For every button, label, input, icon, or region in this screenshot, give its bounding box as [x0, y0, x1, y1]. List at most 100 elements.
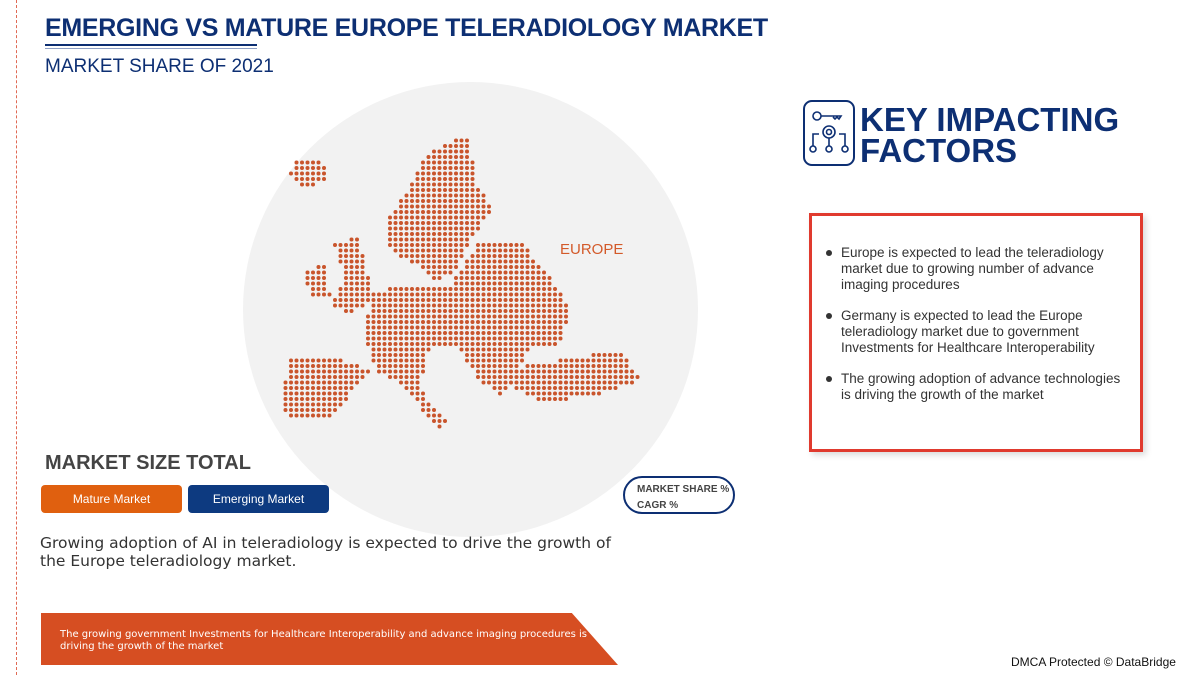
map-dot [377, 342, 381, 346]
map-dot [404, 215, 409, 220]
map-dot [448, 171, 453, 176]
map-dot [509, 259, 513, 264]
map-dot [415, 353, 420, 357]
map-dot [349, 287, 354, 291]
map-dot [432, 221, 436, 225]
map-dot [437, 232, 442, 236]
map-dot [382, 309, 387, 313]
map-dot [349, 237, 354, 242]
map-dot [437, 413, 442, 418]
map-dot [454, 292, 458, 297]
map-dot [344, 292, 348, 297]
map-dot [520, 254, 524, 258]
map-dot [465, 320, 469, 324]
map-dot [476, 204, 480, 209]
map-dot [514, 364, 519, 368]
emerging-market-button[interactable]: Emerging Market [188, 485, 329, 513]
map-dot [432, 336, 436, 341]
map-dot [492, 336, 497, 341]
page-title: EMERGING VS MATURE EUROPE TELERADIOLOGY … [45, 14, 768, 42]
map-dot [448, 270, 453, 275]
map-dot [360, 292, 365, 297]
mature-market-button[interactable]: Mature Market [41, 485, 182, 513]
map-dot [338, 391, 343, 396]
map-dot [399, 215, 403, 220]
map-dot [421, 331, 425, 335]
map-dot [426, 232, 431, 236]
map-dot [481, 276, 486, 280]
map-dot [333, 386, 337, 390]
map-dot [322, 397, 326, 401]
map-dot [443, 237, 447, 242]
map-dot [443, 342, 447, 346]
map-dot [399, 298, 403, 302]
map-dot [344, 287, 348, 291]
map-dot [421, 369, 425, 374]
map-dot [503, 358, 508, 363]
map-dot [322, 177, 326, 181]
map-dot [355, 259, 359, 264]
map-dot [536, 314, 541, 319]
map-dot [481, 298, 486, 302]
map-dot [476, 193, 480, 198]
map-dot [448, 309, 453, 313]
map-dot [393, 347, 398, 352]
map-dot [443, 320, 447, 324]
map-dot [421, 160, 425, 165]
map-dot [377, 353, 381, 357]
map-dot [426, 287, 431, 291]
map-dot [487, 320, 491, 324]
map-dot [437, 243, 442, 247]
map-dot [503, 380, 508, 385]
map-dot [459, 210, 464, 214]
map-dot [487, 270, 491, 275]
map-dot [305, 171, 310, 176]
map-dot [487, 281, 491, 286]
map-dot [393, 210, 398, 214]
map-dot [327, 391, 332, 396]
map-dot [459, 204, 464, 209]
map-dot [437, 149, 442, 154]
map-dot [520, 259, 524, 264]
map-dot [520, 309, 524, 313]
map-dot [426, 199, 431, 203]
map-dot [509, 265, 513, 269]
map-dot [404, 193, 409, 198]
map-dot [289, 364, 293, 368]
map-dot [547, 303, 552, 308]
map-dot [487, 287, 491, 291]
map-dot [316, 391, 321, 396]
map-dot [459, 276, 464, 280]
map-dot [344, 364, 348, 368]
map-dot [547, 397, 552, 401]
map-dot [454, 182, 458, 187]
map-dot [619, 380, 623, 385]
map-dot [459, 237, 464, 242]
map-dot [349, 281, 354, 286]
map-dot [553, 364, 557, 368]
map-dot [382, 331, 387, 335]
map-dot [454, 171, 458, 176]
map-dot [432, 160, 436, 165]
map-dot [509, 358, 513, 363]
map-dot [448, 188, 453, 192]
map-dot [410, 309, 414, 313]
map-dot [454, 232, 458, 236]
map-dot [481, 193, 486, 198]
map-dot [349, 375, 354, 379]
map-dot [459, 232, 464, 236]
map-dot [404, 375, 409, 379]
map-dot [575, 364, 579, 368]
map-dot [481, 265, 486, 269]
map-dot [393, 342, 398, 346]
map-dot [564, 314, 568, 319]
map-dot [415, 221, 420, 225]
map-dot [602, 353, 607, 357]
map-dot [305, 413, 310, 418]
map-dot [415, 259, 420, 264]
map-dot [366, 331, 370, 335]
map-dot [531, 281, 535, 286]
map-dot [294, 413, 299, 418]
map-dot [591, 391, 596, 396]
map-dot [355, 248, 359, 253]
